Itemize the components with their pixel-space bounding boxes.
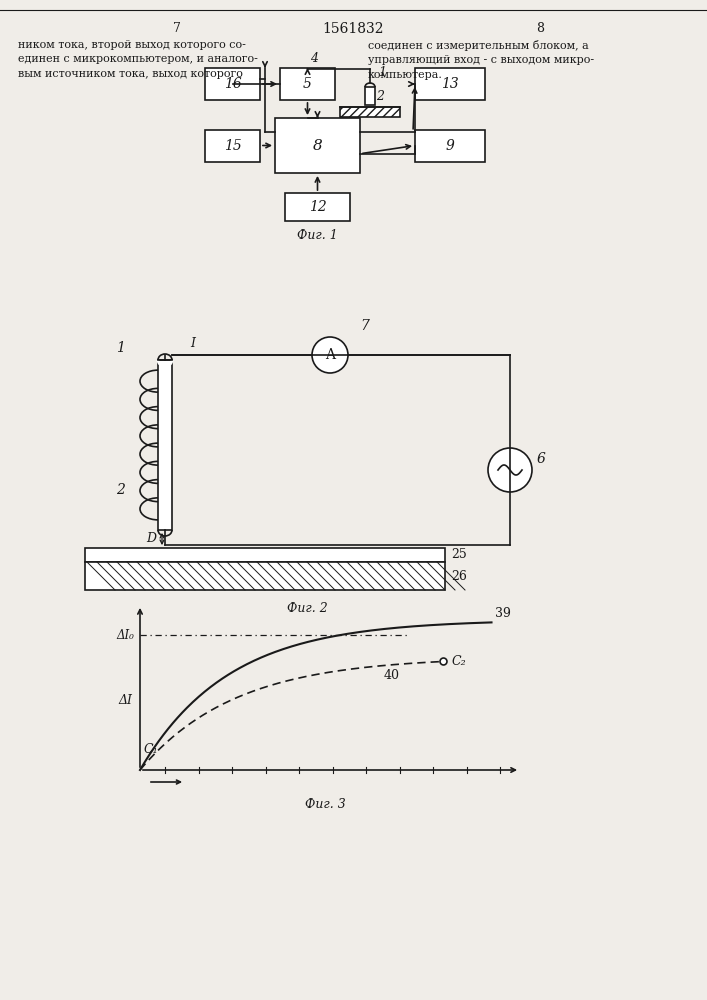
Text: 39: 39 <box>496 607 511 620</box>
Text: 7: 7 <box>360 319 369 333</box>
Text: 26: 26 <box>451 570 467 582</box>
Text: C₂: C₂ <box>451 655 466 668</box>
Bar <box>280 68 335 100</box>
Text: ником тока, второй выход которого со-
единен с микрокомпьютером, и аналого-
вым : ником тока, второй выход которого со- ед… <box>18 40 258 79</box>
Bar <box>415 68 485 100</box>
Bar <box>275 118 360 173</box>
Text: 1: 1 <box>378 66 386 79</box>
Text: Фиг. 2: Фиг. 2 <box>287 602 328 615</box>
Bar <box>340 107 400 117</box>
Bar <box>85 562 445 590</box>
Text: 40: 40 <box>383 669 399 682</box>
Text: Фиг. 3: Фиг. 3 <box>305 798 346 811</box>
Text: 5: 5 <box>303 77 312 91</box>
Bar <box>205 68 260 100</box>
Text: 13: 13 <box>441 77 459 91</box>
Text: 12: 12 <box>309 200 327 214</box>
Text: 25: 25 <box>451 548 467 562</box>
Bar <box>365 87 375 105</box>
Text: A: A <box>325 348 335 362</box>
Text: 8: 8 <box>536 22 544 35</box>
Text: 6: 6 <box>537 452 546 466</box>
Text: C₁: C₁ <box>144 743 158 756</box>
Text: 7: 7 <box>173 22 181 35</box>
Text: 1561832: 1561832 <box>322 22 384 36</box>
Bar <box>415 129 485 161</box>
Text: 8: 8 <box>312 138 322 152</box>
Text: 4: 4 <box>310 52 318 65</box>
Bar <box>158 360 172 530</box>
Text: 15: 15 <box>223 138 241 152</box>
Text: I: I <box>190 337 195 350</box>
Circle shape <box>488 448 532 492</box>
Text: 1: 1 <box>116 341 125 355</box>
Bar <box>285 193 350 221</box>
Text: ΔI: ΔI <box>118 694 132 707</box>
Text: 9: 9 <box>445 138 455 152</box>
Text: D: D <box>146 532 156 546</box>
Text: соединен с измерительным блоком, а
управляющий вход - с выходом микро-
компьютер: соединен с измерительным блоком, а управ… <box>368 40 594 80</box>
Text: 2: 2 <box>116 483 125 497</box>
Circle shape <box>312 337 348 373</box>
Bar <box>85 548 445 562</box>
Text: 2: 2 <box>376 90 384 103</box>
Bar <box>205 129 260 161</box>
Text: 16: 16 <box>223 77 241 91</box>
Text: Фиг. 1: Фиг. 1 <box>297 229 338 242</box>
Text: ΔI₀: ΔI₀ <box>116 629 134 642</box>
